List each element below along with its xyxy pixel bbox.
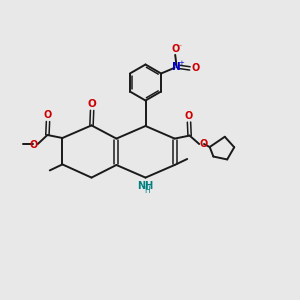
Text: O: O (192, 63, 200, 74)
Text: H: H (144, 186, 150, 195)
Text: O: O (171, 44, 179, 55)
Text: O: O (185, 111, 193, 121)
Text: O: O (29, 140, 38, 150)
Text: O: O (199, 139, 208, 149)
Text: NH: NH (137, 181, 154, 191)
Text: +: + (178, 60, 184, 66)
Text: O: O (88, 99, 97, 110)
Text: N: N (172, 62, 181, 72)
Text: O: O (44, 110, 52, 121)
Text: ⁻: ⁻ (178, 42, 182, 51)
